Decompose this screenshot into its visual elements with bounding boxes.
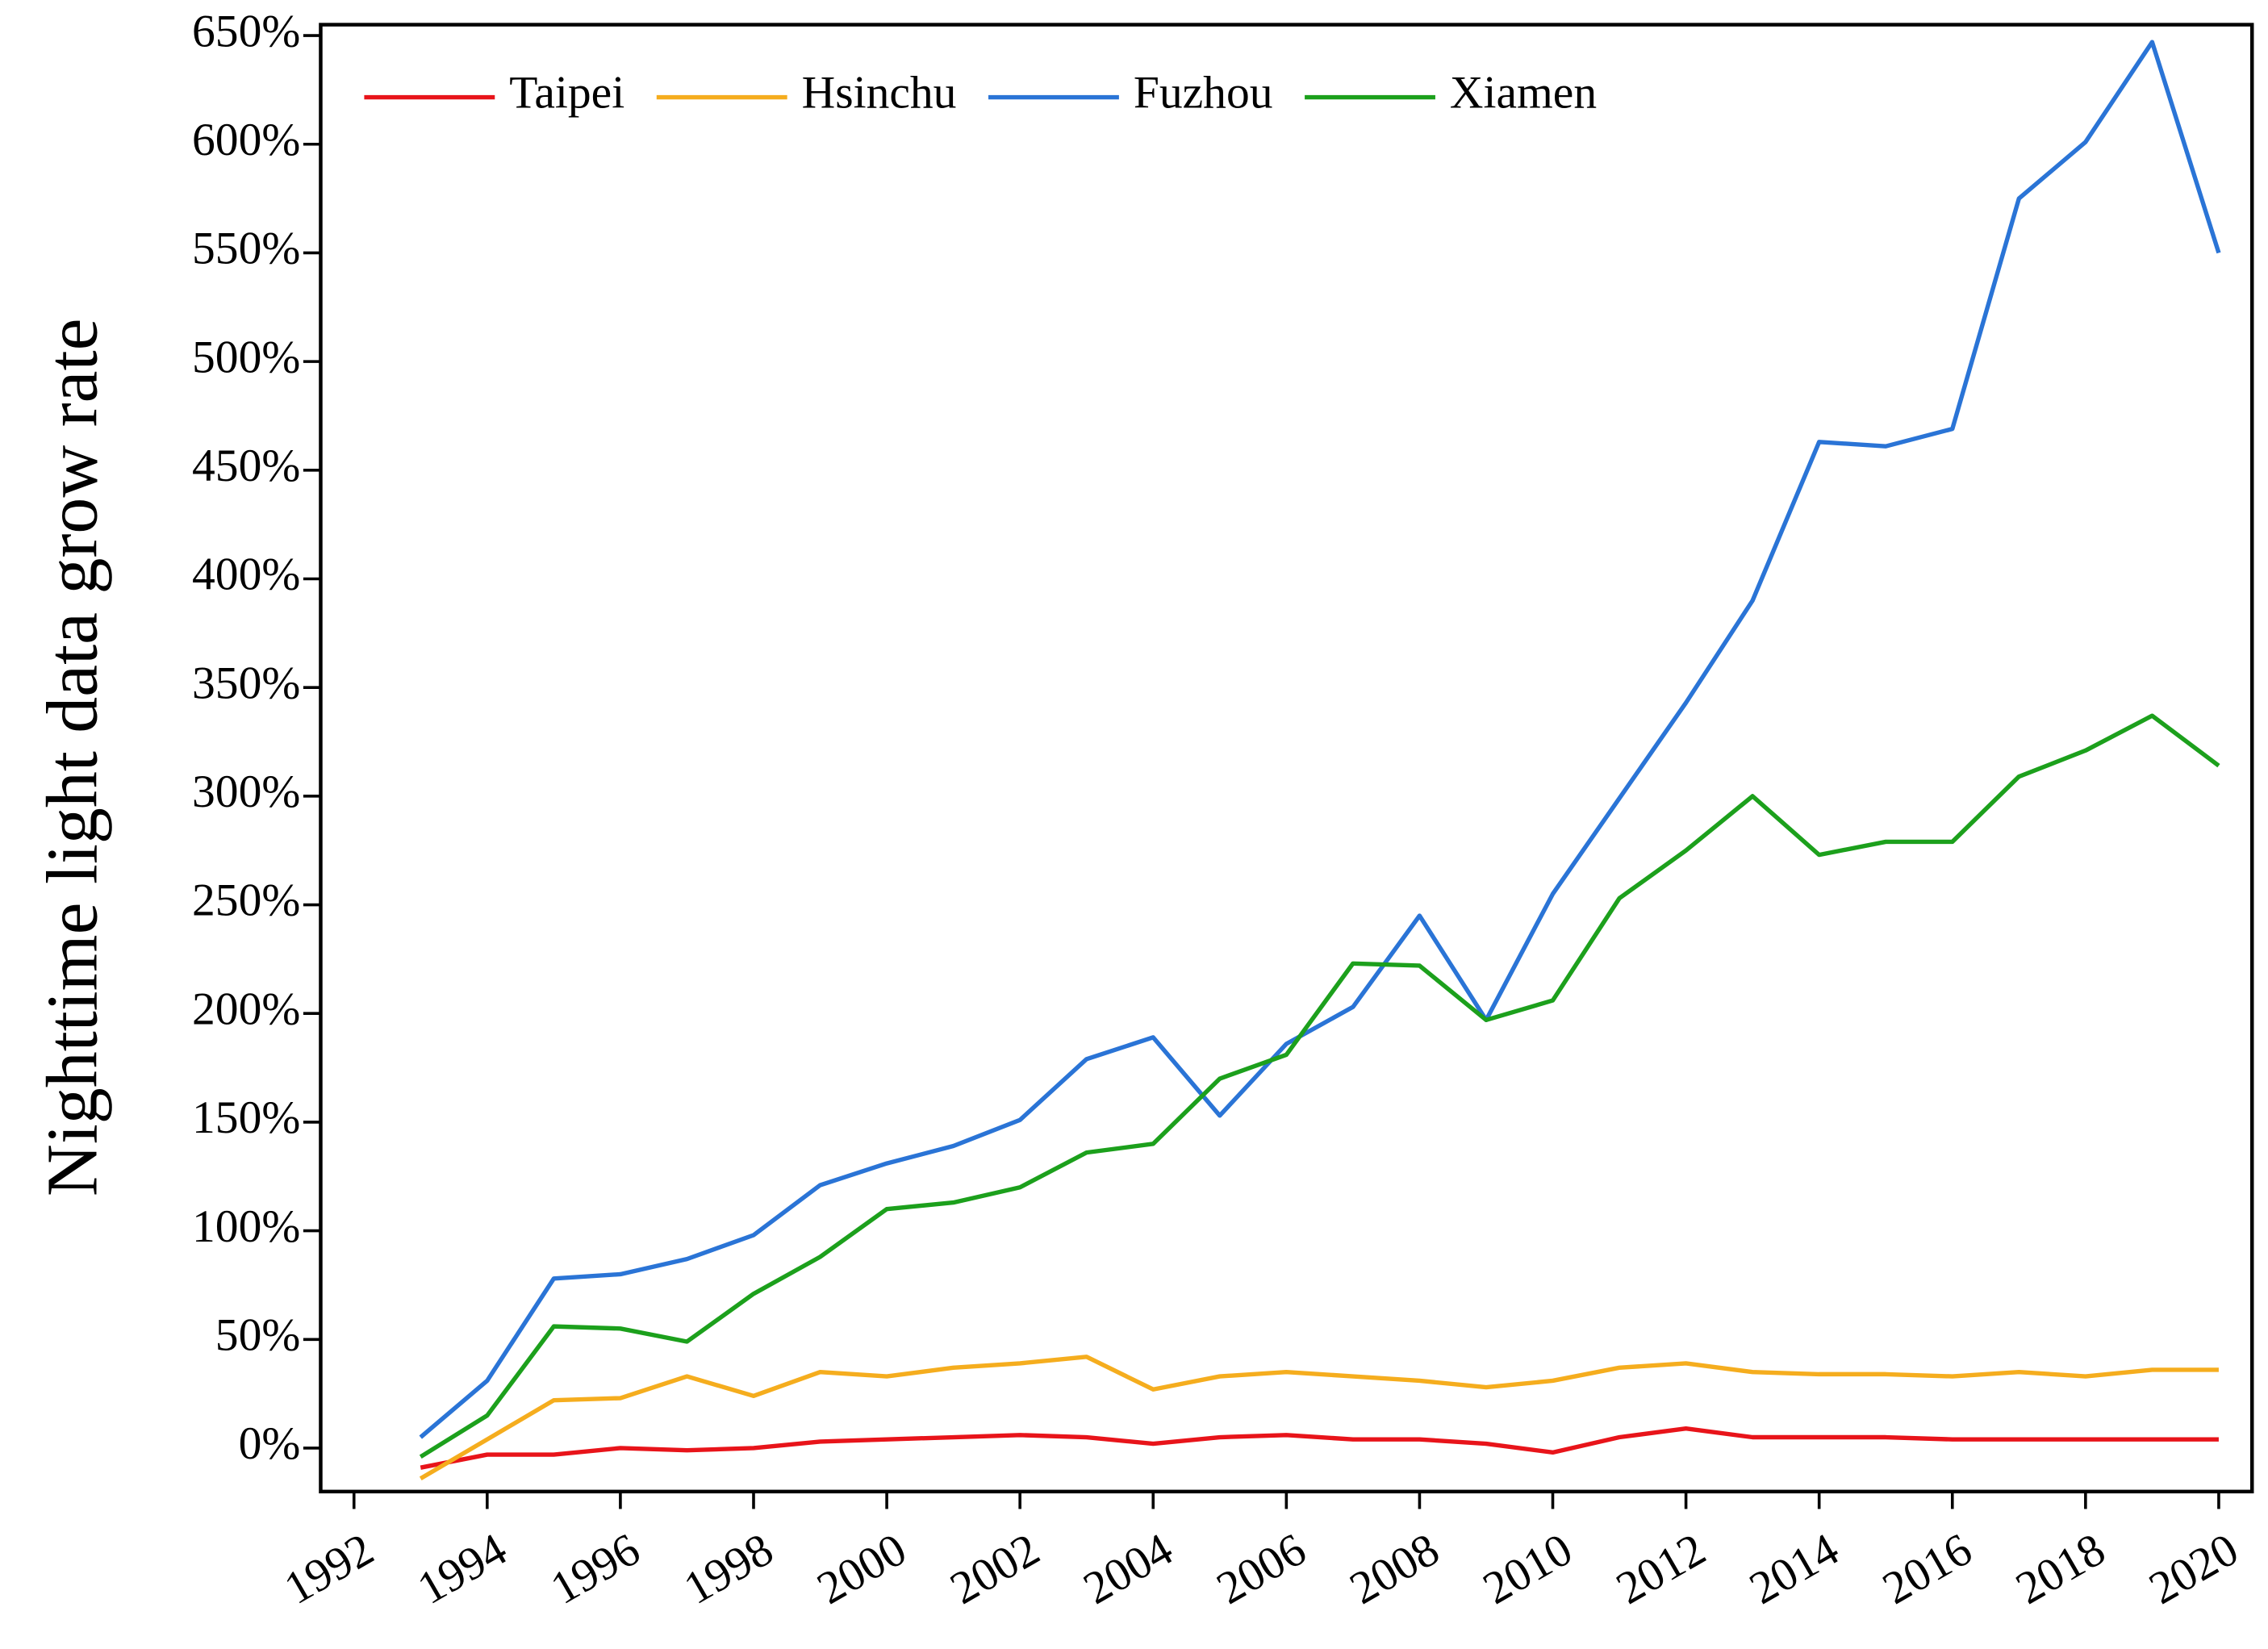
x-tick-label: 2008: [1342, 1524, 1447, 1614]
x-tick-label: 2018: [2007, 1524, 2113, 1614]
x-tick-label: 1992: [276, 1524, 382, 1614]
x-tick-label: 2014: [1741, 1524, 1847, 1614]
x-tick-label: 2020: [2141, 1524, 2246, 1614]
y-tick-label: 450%: [192, 440, 300, 491]
y-tick-label: 400%: [192, 549, 300, 600]
y-tick-label: 300%: [192, 766, 300, 817]
y-tick-label: 200%: [192, 983, 300, 1034]
x-tick-label: 2016: [1874, 1524, 1980, 1614]
legend-label: Fuzhou: [1134, 68, 1273, 119]
legend-label: Hsinchu: [802, 68, 957, 119]
y-tick-label: 600%: [192, 115, 300, 165]
x-tick-label: 1998: [676, 1524, 782, 1614]
x-tick-label: 1996: [542, 1524, 648, 1614]
y-tick-label: 250%: [192, 875, 300, 926]
legend-label: Taipei: [509, 68, 624, 119]
x-tick-label: 2002: [942, 1524, 1048, 1614]
legend-label: Xiamen: [1450, 68, 1597, 119]
y-tick-label: 100%: [192, 1201, 300, 1252]
y-axis-label: Nighttime light data grow rate: [33, 319, 113, 1197]
plot-frame: [319, 23, 2254, 1494]
x-tick-label: 2012: [1608, 1524, 1714, 1614]
x-tick-label: 2006: [1209, 1524, 1314, 1614]
x-tick-label: 2004: [1076, 1524, 1181, 1614]
line-series: [419, 40, 2221, 1439]
y-tick-label: 150%: [192, 1092, 300, 1143]
y-tick-label: 0%: [239, 1418, 301, 1469]
line-series: [419, 1355, 2219, 1481]
line-series: [420, 1426, 2219, 1470]
x-tick-label: 2000: [809, 1524, 915, 1614]
y-tick-label: 50%: [215, 1309, 300, 1360]
x-tick-label: 2010: [1475, 1524, 1581, 1614]
y-tick-label: 350%: [192, 658, 300, 708]
y-tick-label: 650%: [192, 6, 300, 56]
line-series: [419, 713, 2220, 1459]
y-tick-label: 550%: [192, 223, 300, 274]
x-tick-label: 1994: [409, 1524, 515, 1614]
y-tick-label: 500%: [192, 332, 300, 382]
